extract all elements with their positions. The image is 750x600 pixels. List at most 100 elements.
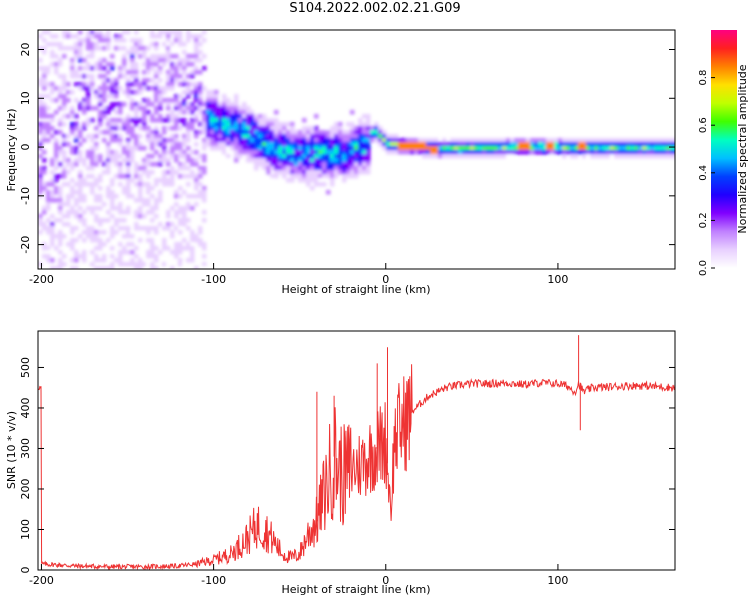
heatmap-cell [146, 198, 151, 203]
heatmap-cell [622, 138, 627, 143]
heatmap-cell [162, 174, 167, 179]
heatmap-cell [362, 138, 367, 143]
heatmap-cell [122, 226, 127, 231]
heatmap-cell [518, 150, 523, 155]
heatmap-cell [122, 54, 127, 59]
heatmap-cell [194, 46, 199, 51]
heatmap-cell [306, 166, 311, 171]
heatmap-cell [202, 110, 207, 115]
heatmap-cell [78, 50, 83, 55]
heatmap-cell [226, 158, 231, 163]
heatmap-cell [282, 146, 287, 151]
heatmap-cell [150, 186, 155, 191]
heatmap-cell [166, 78, 171, 83]
heatmap-cell [478, 146, 483, 151]
heatmap-cell [146, 182, 151, 187]
heatmap-cell [274, 138, 279, 143]
heatmap-cell [262, 130, 267, 135]
heatmap-cell [90, 82, 95, 87]
heatmap-cell [174, 138, 179, 143]
heatmap-cell [474, 154, 479, 159]
heatmap-cell [74, 134, 79, 139]
heatmap-cell [42, 138, 47, 143]
heatmap-cell [618, 150, 623, 155]
heatmap-cell [74, 74, 79, 79]
heatmap-cell [174, 226, 179, 231]
heatmap-cell [42, 182, 47, 187]
heatmap-cell [210, 94, 215, 99]
heatmap-cell [378, 138, 383, 143]
heatmap-cell [626, 154, 631, 159]
heatmap-cell [58, 122, 63, 127]
heatmap-cell [50, 118, 55, 123]
bottom-y-tick-label: 300 [19, 438, 32, 459]
heatmap-cell [550, 142, 555, 147]
heatmap-cell [222, 122, 227, 127]
heatmap-cell [282, 158, 287, 163]
heatmap-cell [118, 102, 123, 107]
heatmap-cell [62, 78, 67, 83]
heatmap-cell [346, 170, 351, 175]
heatmap-cell [42, 46, 47, 51]
heatmap-cell [146, 126, 151, 131]
heatmap-cell [102, 66, 107, 71]
heatmap-cell [70, 74, 75, 79]
heatmap-cell [62, 150, 67, 155]
heatmap-cell [146, 110, 151, 115]
heatmap-cell [494, 138, 499, 143]
heatmap-cell [134, 142, 139, 147]
heatmap-cell [122, 186, 127, 191]
heatmap-cell [130, 66, 135, 71]
heatmap-cell [38, 222, 43, 227]
heatmap-cell [194, 234, 199, 239]
heatmap-cell [342, 138, 347, 143]
heatmap-cell [130, 126, 135, 131]
heatmap-cell [158, 118, 163, 123]
heatmap-cell [62, 82, 67, 87]
heatmap-cell [186, 258, 191, 263]
heatmap-cell [366, 122, 371, 127]
heatmap-cell [246, 126, 251, 131]
heatmap-cell [426, 154, 431, 159]
heatmap-cell [234, 110, 239, 115]
heatmap-cell [74, 258, 79, 263]
heatmap-cell [558, 146, 563, 151]
heatmap-cell [146, 186, 151, 191]
heatmap-cell [262, 126, 267, 131]
heatmap-cell [150, 194, 155, 199]
heatmap-cell [626, 142, 631, 147]
heatmap-cell [254, 142, 259, 147]
heatmap-cell [302, 158, 307, 163]
heatmap-cell [182, 118, 187, 123]
heatmap-cell [294, 142, 299, 147]
heatmap-cell [130, 118, 135, 123]
heatmap-cell [314, 142, 319, 147]
heatmap-cell [366, 162, 371, 167]
heatmap-cell [202, 262, 207, 267]
heatmap-cell [210, 142, 215, 147]
heatmap-cell [158, 94, 163, 99]
heatmap-cell [386, 150, 391, 155]
heatmap-cell [438, 150, 443, 155]
heatmap-cell [474, 138, 479, 143]
heatmap-cell [158, 158, 163, 163]
heatmap-cell [386, 134, 391, 139]
heatmap-cell [194, 34, 199, 39]
heatmap-cell [378, 142, 383, 147]
heatmap-cell [142, 214, 147, 219]
heatmap-cell [358, 138, 363, 143]
heatmap-cell [38, 46, 43, 51]
heatmap-cell [282, 174, 287, 179]
heatmap-cell [122, 158, 127, 163]
heatmap-cell [170, 230, 175, 235]
heatmap-cell [186, 218, 191, 223]
heatmap-cell [326, 170, 331, 175]
heatmap-cell [186, 242, 191, 247]
heatmap-cell [62, 182, 67, 187]
heatmap-cell [530, 142, 535, 147]
heatmap-cell [654, 142, 659, 147]
heatmap-cell [102, 58, 107, 63]
heatmap-cell [74, 198, 79, 203]
heatmap-cell [202, 138, 207, 143]
heatmap-cell [478, 154, 483, 159]
